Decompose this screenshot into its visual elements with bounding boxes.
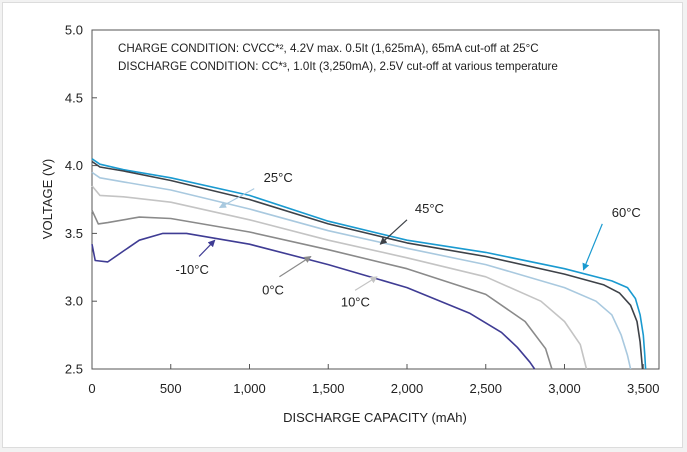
y-tick-label: 4.0 <box>65 158 83 173</box>
y-tick-label: 3.0 <box>65 294 83 309</box>
series-label-arrow <box>198 239 216 257</box>
x-tick-label: 3,500 <box>627 381 660 396</box>
y-tick-label: 3.5 <box>65 226 83 241</box>
y-axis-ticks: 2.5 3.0 3.5 4.0 4.5 5.0 <box>65 23 97 377</box>
series-line-25c <box>91 171 632 370</box>
charge-condition-text: CHARGE CONDITION: CVCC*², 4.2V max. 0.5I… <box>118 42 539 55</box>
x-tick-label: 1,500 <box>312 381 345 396</box>
x-tick-label: 1,000 <box>233 381 266 396</box>
series-label-text: 45°C <box>415 201 444 216</box>
y-tick-label: 2.5 <box>65 362 83 377</box>
condition-annotations: CHARGE CONDITION: CVCC*², 4.2V max. 0.5I… <box>118 42 558 73</box>
series-line-0c <box>91 209 553 370</box>
y-tick-label: 4.5 <box>65 90 83 105</box>
series-line-10c <box>91 185 588 370</box>
y-tick-label: 5.0 <box>65 23 83 38</box>
series-label-arrow <box>582 223 603 271</box>
discharge-condition-text: DISCHARGE CONDITION: CC*³, 1.0It (3,250m… <box>118 60 558 73</box>
series-line-60c <box>91 158 647 370</box>
x-tick-label: 500 <box>160 381 182 396</box>
series-line-minus10c <box>91 232 536 370</box>
series-label-arrow <box>218 188 255 209</box>
series-label-arrow <box>279 255 312 278</box>
series-lines <box>91 158 647 370</box>
x-tick-label: 3,000 <box>548 381 581 396</box>
y-axis-title: VOLTAGE (V) <box>40 159 55 239</box>
series-label-arrow <box>354 276 378 291</box>
series-labels: 60°C 45°C 25°C 10°C 0°C -10°C <box>175 170 640 310</box>
series-label-arrow <box>379 219 408 245</box>
series-label-text: -10°C <box>175 262 208 277</box>
series-label-text: 60°C <box>612 205 641 220</box>
series-label-text: 0°C <box>262 282 284 297</box>
series-label-text: 25°C <box>264 170 293 185</box>
plot-area <box>91 29 660 370</box>
x-tick-label: 2,000 <box>391 381 424 396</box>
x-axis-ticks: 0 500 1,000 1,500 2,000 2,500 3,000 3,500 <box>88 364 660 396</box>
x-axis-title: DISCHARGE CAPACITY (mAh) <box>283 410 467 425</box>
series-line-45c <box>91 160 644 370</box>
x-tick-label: 0 <box>88 381 95 396</box>
series-label-text: 10°C <box>341 295 370 310</box>
x-tick-label: 2,500 <box>469 381 502 396</box>
